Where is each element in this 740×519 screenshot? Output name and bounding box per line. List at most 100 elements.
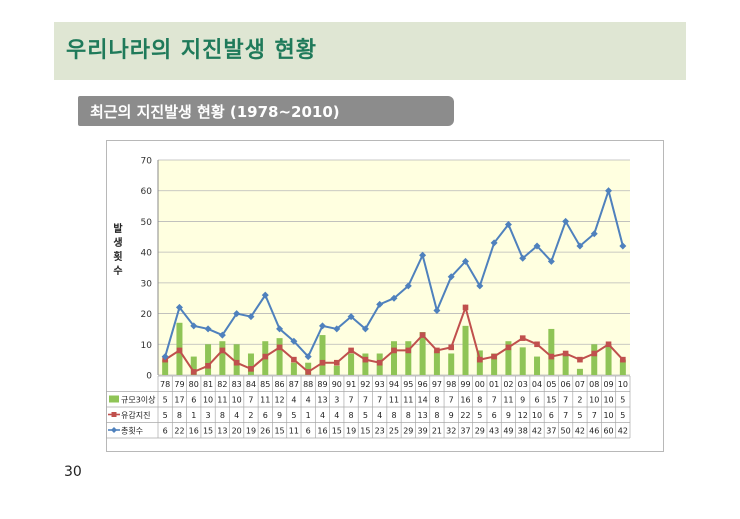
bar [562,353,569,375]
data-table-cell: 9 [520,396,525,405]
data-point [519,254,527,262]
data-table-cell: 2 [577,396,582,405]
data-table-cell: 5 [577,411,582,420]
data-table-cell: 11 [289,427,299,436]
y-axis-label-char: 수 [113,265,122,277]
y-tick-label: 0 [146,372,152,382]
data-table-cell: 5 [363,411,368,420]
y-tick-label: 60 [141,187,153,197]
bar [433,350,440,375]
data-point [619,242,627,250]
x-tick-label: 79 [174,380,184,389]
data-table-cell: 42 [575,427,585,436]
bar [448,353,455,375]
data-table-cell: 29 [403,427,413,436]
data-point [190,369,197,375]
slide-subtitle: 최근의 지진발생 현황 (1978~2010) [90,103,340,121]
data-table-cell: 8 [434,411,439,420]
x-tick-label: 10 [618,380,628,389]
data-table-cell: 37 [546,427,556,436]
data-point [276,344,283,351]
data-table-cell: 7 [248,396,253,405]
data-table-cell: 8 [406,411,411,420]
data-table-cell: 10 [603,411,613,420]
data-table-cell: 11 [503,396,513,405]
data-point [290,337,298,345]
subtitle-bar [78,96,454,126]
data-table-cell: 5 [291,411,296,420]
bar [576,368,583,375]
data-point [447,273,455,281]
data-point [477,356,483,363]
data-table-cell: 9 [277,411,282,420]
data-table-cell: 19 [346,427,356,436]
x-tick-label: 01 [489,380,499,389]
x-tick-label: 83 [232,380,242,389]
data-point [362,356,369,363]
data-table-cell: 32 [446,427,456,436]
data-point [562,350,569,357]
data-table-cell: 11 [260,396,270,405]
data-table-cell: 3 [334,396,339,405]
data-point [620,356,626,363]
data-point [348,347,354,354]
data-table-cell: 11 [403,396,413,405]
data-table-cell: 2 [248,411,253,420]
data-table-cell: 7 [377,396,382,405]
data-point [519,335,526,341]
data-table-cell: 39 [418,427,428,436]
data-table-cell: 14 [418,396,428,405]
data-table-cell: 6 [191,396,196,405]
data-point [376,359,383,366]
data-table-cell: 20 [232,427,242,436]
data-table-cell: 6 [534,396,539,405]
x-tick-label: 90 [332,380,342,389]
data-table-cell: 8 [177,411,182,420]
x-tick-label: 78 [160,380,170,389]
data-table-cell: 7 [449,396,454,405]
data-table-cell: 17 [174,396,184,405]
bar [162,359,169,375]
data-table-cell: 15 [332,427,342,436]
bar [548,328,555,375]
bar [476,350,483,375]
data-table-cell: 8 [434,396,439,405]
x-tick-label: 85 [260,380,270,389]
data-table-cell: 7 [563,396,568,405]
data-table-cell: 15 [274,427,284,436]
bar [190,356,197,375]
y-tick-label: 50 [141,218,153,228]
y-tick-label: 10 [141,341,153,351]
data-table-cell: 3 [206,411,211,420]
data-table-cell: 37 [460,427,470,436]
bar [519,347,526,375]
page-number: 30 [64,464,82,480]
data-point [491,353,497,360]
data-point [219,347,226,354]
data-table-cell: 11 [217,396,227,405]
chart: 0 10 20 30 40 50 60 70 발 생 횟 수 78 79 80 81 82 83 84 85 86 87 8… [105,140,664,452]
x-tick-label: 03 [518,380,528,389]
legend-label: 총횟수 [121,426,143,436]
bar [591,344,598,375]
legend-key [109,395,119,403]
data-point [276,325,284,333]
data-point [419,332,426,338]
data-table-cell: 13 [317,396,327,405]
data-table-cell: 15 [360,427,370,436]
data-table-cell: 16 [317,427,327,436]
data-table-cell: 7 [563,411,568,420]
data-point [261,291,269,299]
data-table-cell: 21 [432,427,442,436]
x-tick-label: 05 [546,380,556,389]
data-table-cell: 16 [460,396,470,405]
data-table-cell: 42 [618,427,628,436]
x-tick-label: 97 [432,380,442,389]
data-table-cell: 12 [518,411,528,420]
data-table-cell: 10 [603,396,613,405]
data-table-cell: 7 [349,396,354,405]
data-table-cell: 46 [589,427,599,436]
data-point [391,347,397,354]
x-tick-label: 00 [475,380,485,389]
